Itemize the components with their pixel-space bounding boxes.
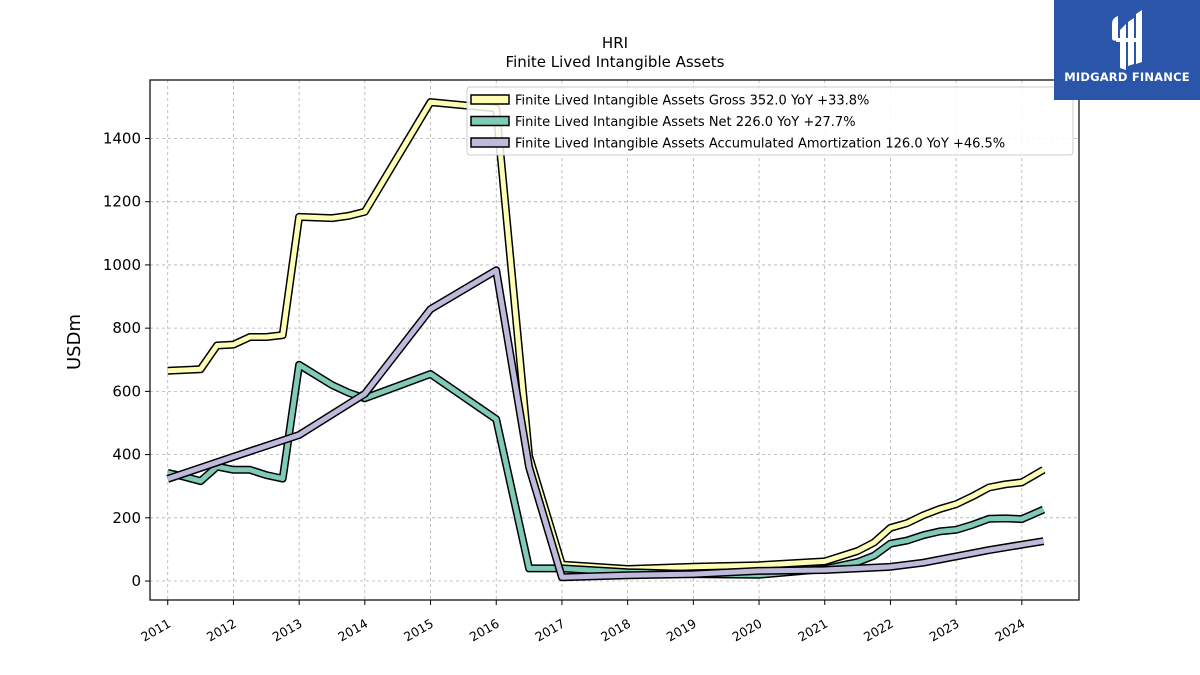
series-line: [167, 362, 1045, 578]
y-tick-label: 1200: [103, 193, 141, 211]
x-tick-label: 2014: [335, 616, 370, 645]
x-tick-label: 2018: [598, 616, 633, 645]
x-tick-label: 2015: [401, 616, 436, 645]
x-tick-label: 2013: [270, 616, 305, 645]
y-axis-label: USDm: [64, 314, 85, 370]
legend-box: [466, 86, 1074, 156]
y-tick-label: 400: [112, 446, 141, 464]
y-tick-label: 0: [131, 572, 141, 590]
series-lines: [166, 98, 1046, 582]
legend-swatch: [470, 137, 510, 148]
y-tick-label: 1400: [103, 129, 141, 147]
legend-swatch: [470, 94, 510, 105]
legend-label: Finite Lived Intangible Assets Net 226.0…: [515, 115, 856, 130]
x-tick-label: 2011: [138, 616, 173, 645]
x-tick-label: 2024: [992, 616, 1027, 645]
brand-logo: MIDGARD FINANCE: [1054, 0, 1200, 100]
y-tick-label: 600: [112, 382, 141, 400]
chart-subtitle: Finite Lived Intangible Assets: [506, 53, 725, 71]
series-line: [166, 267, 1044, 580]
legend: Finite Lived Intangible Assets Gross 352…: [466, 86, 1074, 156]
legend-swatch: [470, 115, 510, 127]
y-tick-label: 1000: [103, 256, 141, 274]
x-tick-label: 2012: [204, 616, 239, 645]
x-tick-label: 2017: [532, 616, 567, 645]
y-tick-label: 800: [112, 319, 141, 337]
grid: [150, 80, 1079, 600]
logo-mark-icon: [1112, 10, 1142, 70]
x-tick-label: 2019: [664, 616, 699, 645]
x-tick-label: 2016: [467, 616, 502, 645]
x-tick-label: 2022: [861, 616, 896, 645]
x-tick-label: 2021: [795, 616, 830, 645]
plot-frame: [149, 79, 1080, 601]
y-tick-label: 200: [112, 509, 141, 527]
brand-name: MIDGARD FINANCE: [1064, 70, 1190, 84]
legend-label: Finite Lived Intangible Assets Accumulat…: [515, 137, 1005, 152]
x-tick-label: 2020: [729, 616, 764, 645]
legend-label: Finite Lived Intangible Assets Gross 352…: [515, 94, 869, 109]
chart-title: HRI: [602, 34, 628, 52]
x-tick-label: 2023: [927, 616, 962, 645]
